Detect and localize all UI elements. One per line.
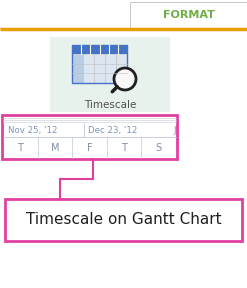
Text: S: S — [156, 143, 162, 153]
FancyBboxPatch shape — [130, 2, 247, 28]
Bar — [72, 45, 127, 54]
Text: J: J — [173, 126, 176, 134]
Circle shape — [114, 68, 136, 90]
Text: Timescale: Timescale — [84, 100, 136, 110]
Bar — [116, 54, 127, 83]
FancyBboxPatch shape — [5, 199, 242, 241]
Bar — [72, 54, 83, 83]
Text: FORMAT: FORMAT — [163, 10, 214, 20]
Text: T: T — [17, 143, 23, 153]
Bar — [50, 37, 170, 112]
Text: Timescale on Gantt Chart: Timescale on Gantt Chart — [26, 213, 221, 228]
Text: T: T — [121, 143, 127, 153]
Text: M: M — [51, 143, 59, 153]
Bar — [83, 54, 94, 83]
Bar — [94, 54, 105, 83]
FancyBboxPatch shape — [2, 115, 177, 159]
Text: F: F — [87, 143, 92, 153]
Text: Dec 23, '12: Dec 23, '12 — [88, 126, 138, 134]
Bar — [105, 54, 116, 83]
Bar — [72, 45, 127, 83]
Text: Nov 25, '12: Nov 25, '12 — [8, 126, 58, 134]
